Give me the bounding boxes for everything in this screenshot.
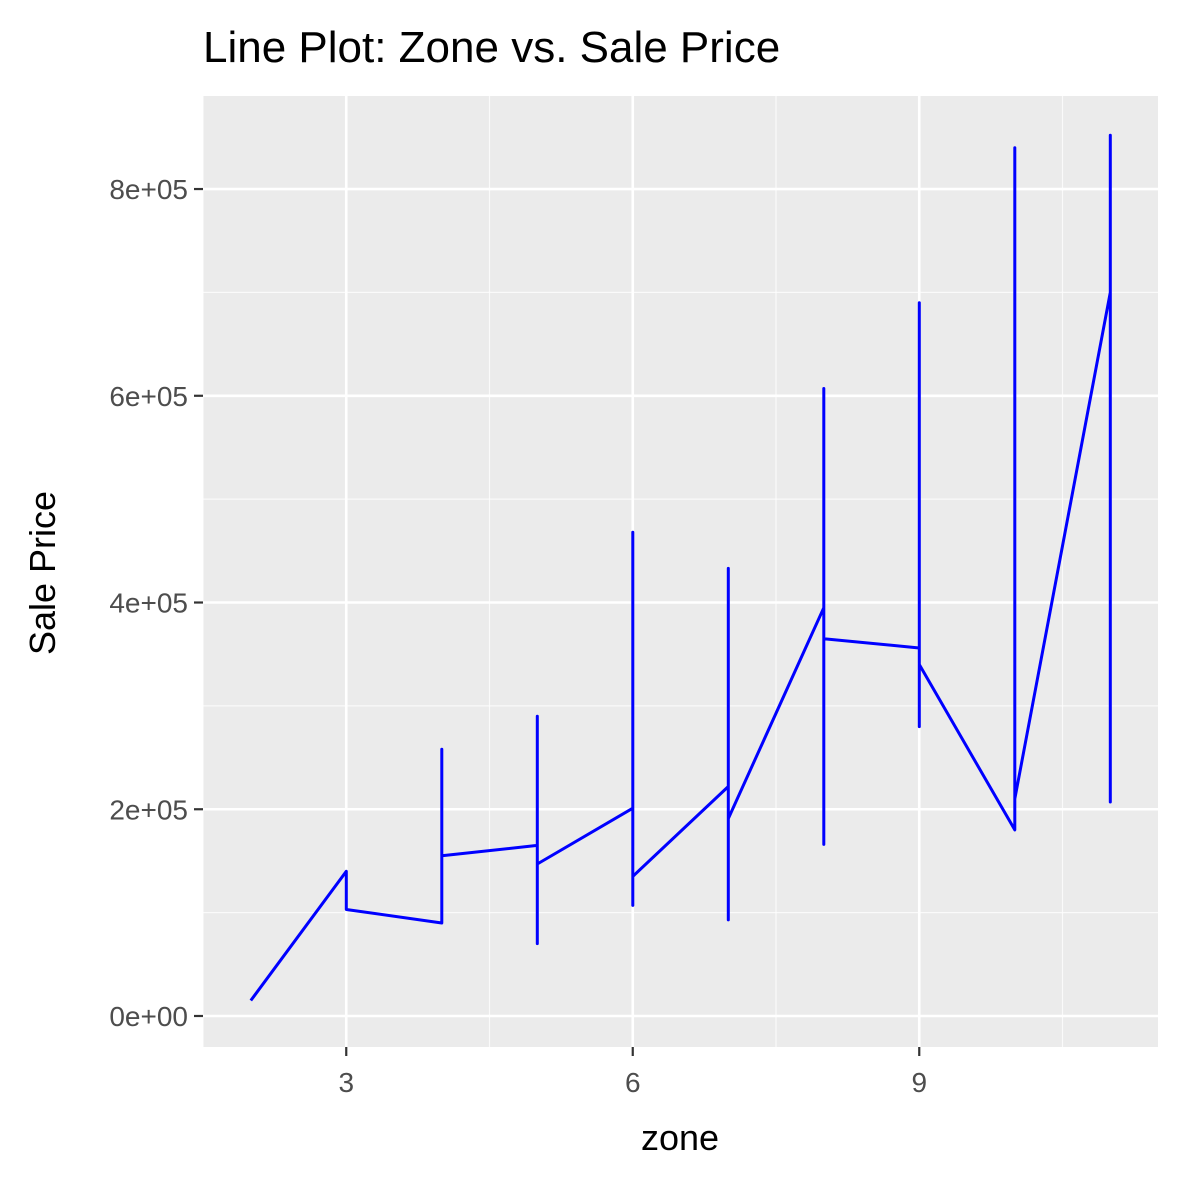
x-tick-label: 9 — [911, 1067, 927, 1098]
chart-title: Line Plot: Zone vs. Sale Price — [203, 23, 780, 72]
series-line-1 — [249, 133, 1112, 1002]
y-axis-ticks: 0e+00 2e+05 4e+05 6e+05 8e+05 — [109, 174, 203, 1032]
y-tick-label: 6e+05 — [109, 381, 188, 412]
x-tick-label: 3 — [338, 1067, 354, 1098]
y-tick-label: 2e+05 — [109, 794, 188, 825]
y-tick-label: 8e+05 — [109, 174, 188, 205]
series-layer — [249, 133, 1112, 1002]
grid-minor — [202, 96, 1158, 1047]
x-axis-title: zone — [641, 1117, 719, 1158]
y-axis-title: Sale Price — [22, 491, 63, 655]
x-axis-ticks: 3 6 9 — [338, 1047, 927, 1098]
y-tick-label: 0e+00 — [109, 1001, 188, 1032]
plot-panel — [203, 96, 1158, 1047]
x-tick-label: 6 — [625, 1067, 641, 1098]
y-tick-label: 4e+05 — [109, 588, 188, 619]
